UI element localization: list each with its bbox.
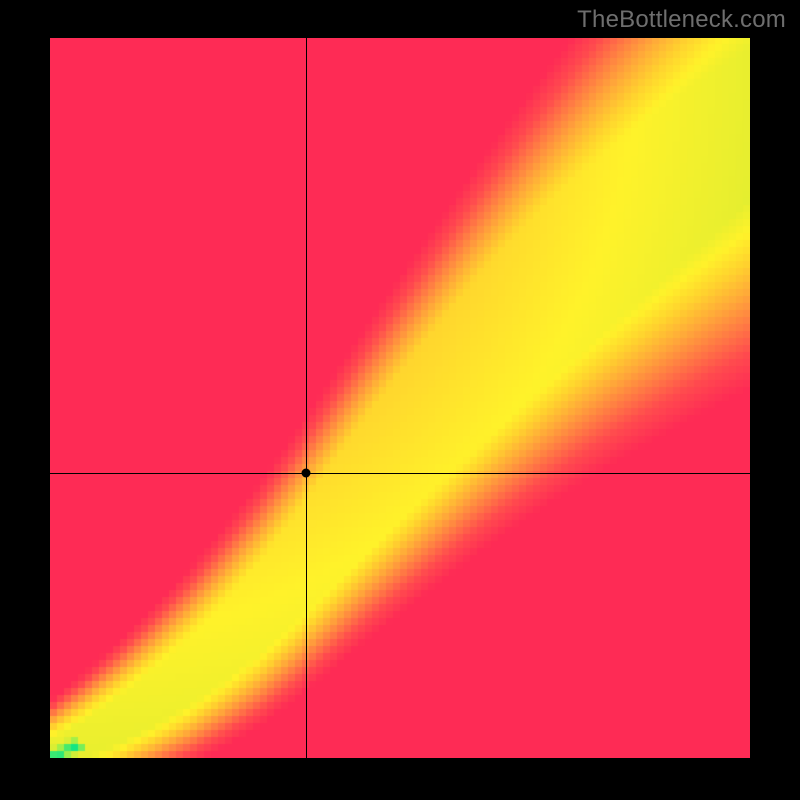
watermark-text: TheBottleneck.com	[577, 6, 786, 34]
marker-dot	[301, 468, 310, 477]
crosshair-vertical	[306, 38, 307, 758]
crosshair-horizontal	[50, 473, 750, 474]
heatmap-canvas	[50, 38, 750, 758]
chart-container: TheBottleneck.com	[0, 0, 800, 800]
plot-area	[50, 38, 750, 758]
